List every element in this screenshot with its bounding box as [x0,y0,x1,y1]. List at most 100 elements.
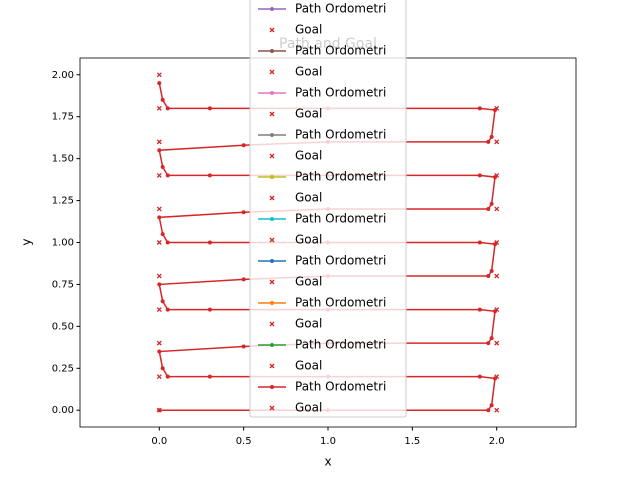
path-point [165,374,170,379]
path-point [157,81,162,86]
path-point [165,173,170,178]
y-tick-label: 1.25 [52,196,74,207]
path-point [241,143,246,148]
path-point [489,403,494,408]
legend-marker [269,69,275,75]
legend-label: Goal [295,107,322,121]
legend-marker [269,279,275,285]
legend-marker [269,27,275,33]
goal-marker [494,105,500,111]
goal-marker [494,374,500,380]
legend-marker [270,259,274,263]
legend-label: Path Ordometri [295,44,386,58]
legend-label: Path Ordometri [295,2,386,16]
goal-marker [494,240,500,245]
path-point [157,349,162,354]
path-point [477,374,482,379]
legend-label: Path Ordometri [295,380,386,394]
legend-marker [269,237,275,243]
y-tick-label: 0.00 [52,405,74,416]
legend-label: Goal [295,275,322,289]
y-tick-label: 0.50 [52,321,74,332]
legend-marker [270,175,274,179]
path-point [207,106,212,111]
x-tick-label: 2.0 [489,436,505,447]
path-point [207,173,212,178]
y-tick-label: 2.00 [52,70,74,81]
path-point [207,240,212,245]
path-point [477,106,482,111]
goal-marker [156,340,162,346]
legend-label: Path Ordometri [295,212,386,226]
legend: Path Ordometri Goal Path Ordometri Goal Path… [249,0,407,418]
goal-marker [156,72,162,78]
path-point [486,274,491,279]
legend-label: Goal [295,317,322,331]
legend-marker [269,195,275,201]
goal-marker [156,240,162,245]
legend-marker [269,153,275,159]
path-point [157,148,162,153]
path-point [489,134,494,139]
legend-marker [270,133,274,137]
goal-marker [156,206,162,212]
goal-marker [156,139,162,145]
x-axis-label: x [324,455,331,469]
path-point [489,201,494,206]
path-point [241,210,246,215]
goal-marker [494,307,500,313]
path-point [486,206,491,211]
legend-label: Path Ordometri [295,296,386,310]
path-point [165,106,170,111]
path-point [157,282,162,287]
path-point [165,240,170,245]
path-point [241,277,246,282]
y-tick-label: 0.25 [52,363,74,374]
legend-label: Goal [295,191,322,205]
legend-label: Goal [295,401,322,415]
goal-marker [494,407,500,413]
legend-label: Path Ordometri [295,254,386,268]
path-point [160,299,165,304]
legend-marker [270,49,274,53]
legend-marker [269,363,275,369]
goal-marker [494,273,500,279]
path-point [486,408,491,413]
path-point [157,215,162,220]
x-tick-label: 0.0 [151,436,167,447]
y-tick-label: 1.00 [52,238,74,249]
legend-marker [270,217,274,221]
legend-label: Goal [295,359,322,373]
path-point [160,165,165,170]
legend-marker [269,111,275,117]
legend-marker [270,7,274,11]
legend-label: Path Ordometri [295,338,386,352]
goal-marker [156,407,162,413]
path-point [165,307,170,312]
path-point [489,269,494,274]
legend-label: Path Ordometri [295,128,386,142]
path-point [486,341,491,346]
x-tick-label: 1.5 [404,436,420,447]
legend-marker [270,301,274,305]
legend-label: Goal [295,149,322,163]
legend-label: Path Ordometri [295,86,386,100]
goal-marker [156,374,162,380]
legend-marker [270,343,274,347]
goal-marker [494,172,500,178]
path-point [160,97,165,102]
path-point [207,307,212,312]
legend-label: Goal [295,233,322,247]
goal-marker [156,273,162,279]
legend-marker [270,385,274,389]
goal-marker [156,172,162,178]
goal-marker [494,139,500,145]
path-point [477,307,482,312]
legend-label: Goal [295,65,322,79]
legend-label: Path Ordometri [295,170,386,184]
goal-marker [494,206,500,212]
path-point [477,173,482,178]
goal-marker [494,340,500,346]
path-point [160,366,165,371]
